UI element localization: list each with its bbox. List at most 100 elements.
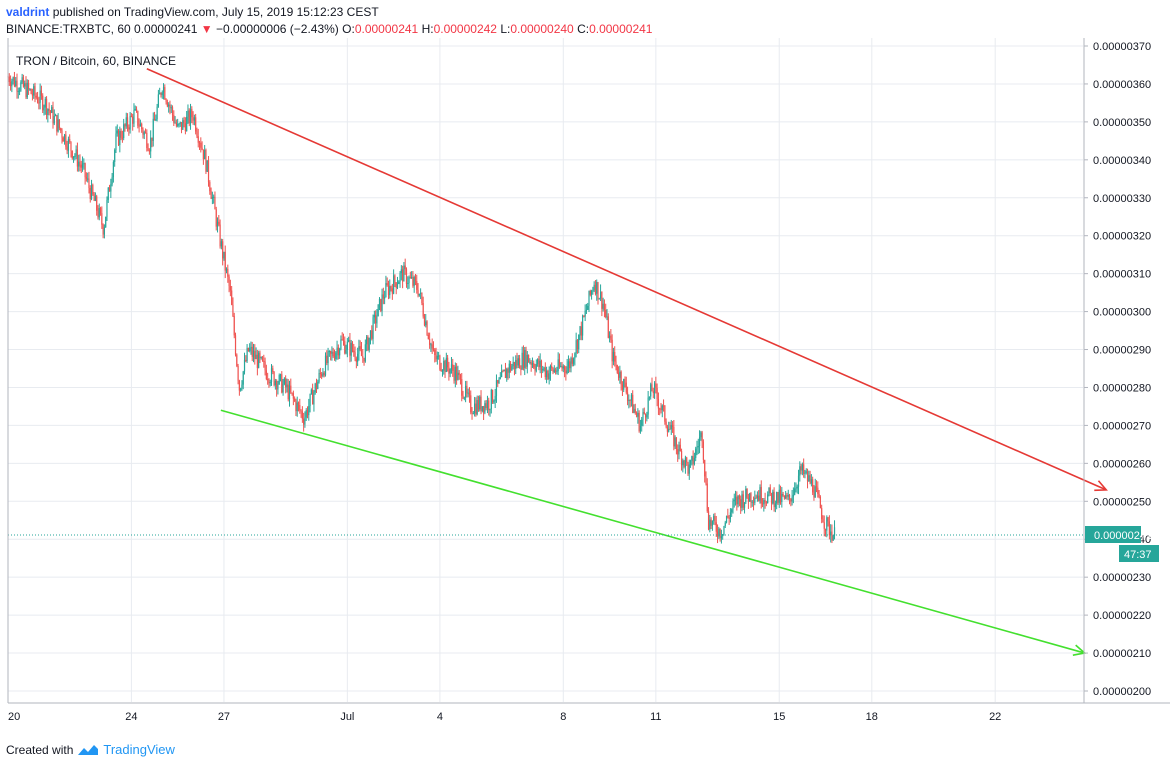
candle-body (11, 80, 13, 87)
candle-body (456, 366, 458, 380)
candle-body (612, 352, 615, 362)
publish-info: published on TradingView.com, July 15, 2… (52, 5, 379, 19)
candle-body (561, 365, 563, 369)
candle-body (327, 351, 329, 364)
candle-body (664, 405, 666, 422)
candle-body (130, 115, 132, 117)
candle-body (445, 357, 447, 373)
candle-body (806, 471, 809, 482)
candle-body (96, 196, 98, 211)
candle-body (20, 82, 22, 91)
candle-body (409, 277, 411, 279)
candle-body (294, 398, 296, 401)
candle-body (772, 491, 774, 504)
candle-body (243, 359, 246, 372)
candle-body (174, 122, 176, 124)
candle-body (507, 368, 509, 373)
candle-body (593, 284, 595, 291)
candle-body (588, 290, 590, 306)
time-axis[interactable]: 20 24 27 Jul 4 8 11 15 18 22 (8, 711, 1001, 723)
candle-body (723, 525, 725, 535)
candle-body (18, 90, 21, 92)
candle-body (180, 122, 183, 130)
support-trendline[interactable] (220, 409, 1085, 654)
candle-body (411, 277, 413, 279)
candle-body (138, 125, 140, 127)
candle-body (319, 373, 321, 375)
candle-body (724, 522, 726, 526)
candle-body (566, 366, 568, 374)
candle-body (736, 496, 738, 505)
candle-body (490, 389, 492, 410)
candle-body (382, 294, 384, 299)
resistance-trendline[interactable] (146, 68, 1107, 491)
candle-body (470, 395, 472, 413)
candle-body (385, 283, 387, 297)
candle-body (412, 277, 414, 286)
candle-body (99, 208, 102, 214)
price-tick-label: 0.00000310 (1093, 269, 1151, 281)
candle-body (656, 388, 658, 400)
time-tick-label: 15 (773, 711, 785, 723)
candle-body (763, 500, 765, 505)
candle-body (225, 268, 228, 271)
candle-body (727, 516, 729, 518)
candle-body (511, 366, 513, 371)
candle-body (814, 486, 816, 498)
tradingview-brand-link[interactable]: TradingView (103, 742, 175, 757)
candle-body (517, 358, 519, 366)
candle-body (832, 535, 834, 541)
candle-body (538, 359, 540, 368)
candle-body (750, 493, 752, 503)
candle-body (61, 130, 63, 138)
candle-body (508, 363, 510, 373)
author-link[interactable]: valdrint (6, 5, 50, 19)
tradingview-logo-icon (78, 744, 99, 755)
candle-body (114, 150, 116, 162)
candle-body (738, 495, 741, 500)
candle-body (833, 527, 836, 536)
candle-body (404, 265, 406, 270)
candle-body (450, 364, 453, 369)
candle-body (440, 369, 442, 371)
candle-body (362, 356, 364, 358)
candle-body (197, 136, 199, 143)
candle-body (481, 406, 483, 411)
candle-body (272, 368, 274, 372)
candle-body (192, 117, 194, 121)
candle-body (249, 348, 251, 351)
candle-body (603, 303, 606, 310)
candle-body (33, 86, 35, 96)
candle-body (173, 114, 175, 123)
candle-body (353, 350, 355, 353)
candle-body (209, 182, 211, 192)
candle-body (93, 194, 95, 201)
candle-body (146, 132, 148, 149)
candle-body (171, 107, 174, 115)
candle-body (169, 104, 171, 108)
candle-body (740, 499, 742, 508)
candle-body (300, 410, 302, 412)
candle-body (155, 119, 157, 121)
candle-body (673, 426, 675, 447)
price-tick-label: 0.00000340 (1093, 155, 1151, 167)
candle-body (227, 268, 229, 277)
candle-body (303, 418, 305, 425)
candle-body (815, 486, 818, 488)
candle-body (728, 517, 730, 519)
candle-body (331, 351, 333, 354)
candle-body (601, 291, 603, 309)
candle-body (607, 316, 609, 338)
candle-body (81, 163, 84, 168)
candle-body (665, 421, 667, 427)
footer: Created with TradingView (6, 742, 175, 757)
candle-body (414, 277, 417, 282)
price-chart[interactable]: 0.00000370 0.00000360 0.00000350 0.00000340… (0, 38, 1170, 738)
candle-body (605, 309, 607, 318)
candle-body (626, 392, 629, 401)
candle-body (129, 115, 131, 130)
candles (7, 71, 836, 544)
candle-body (277, 383, 279, 390)
price-tick-label: 0.00000270 (1093, 420, 1151, 432)
candle-body (747, 497, 749, 502)
